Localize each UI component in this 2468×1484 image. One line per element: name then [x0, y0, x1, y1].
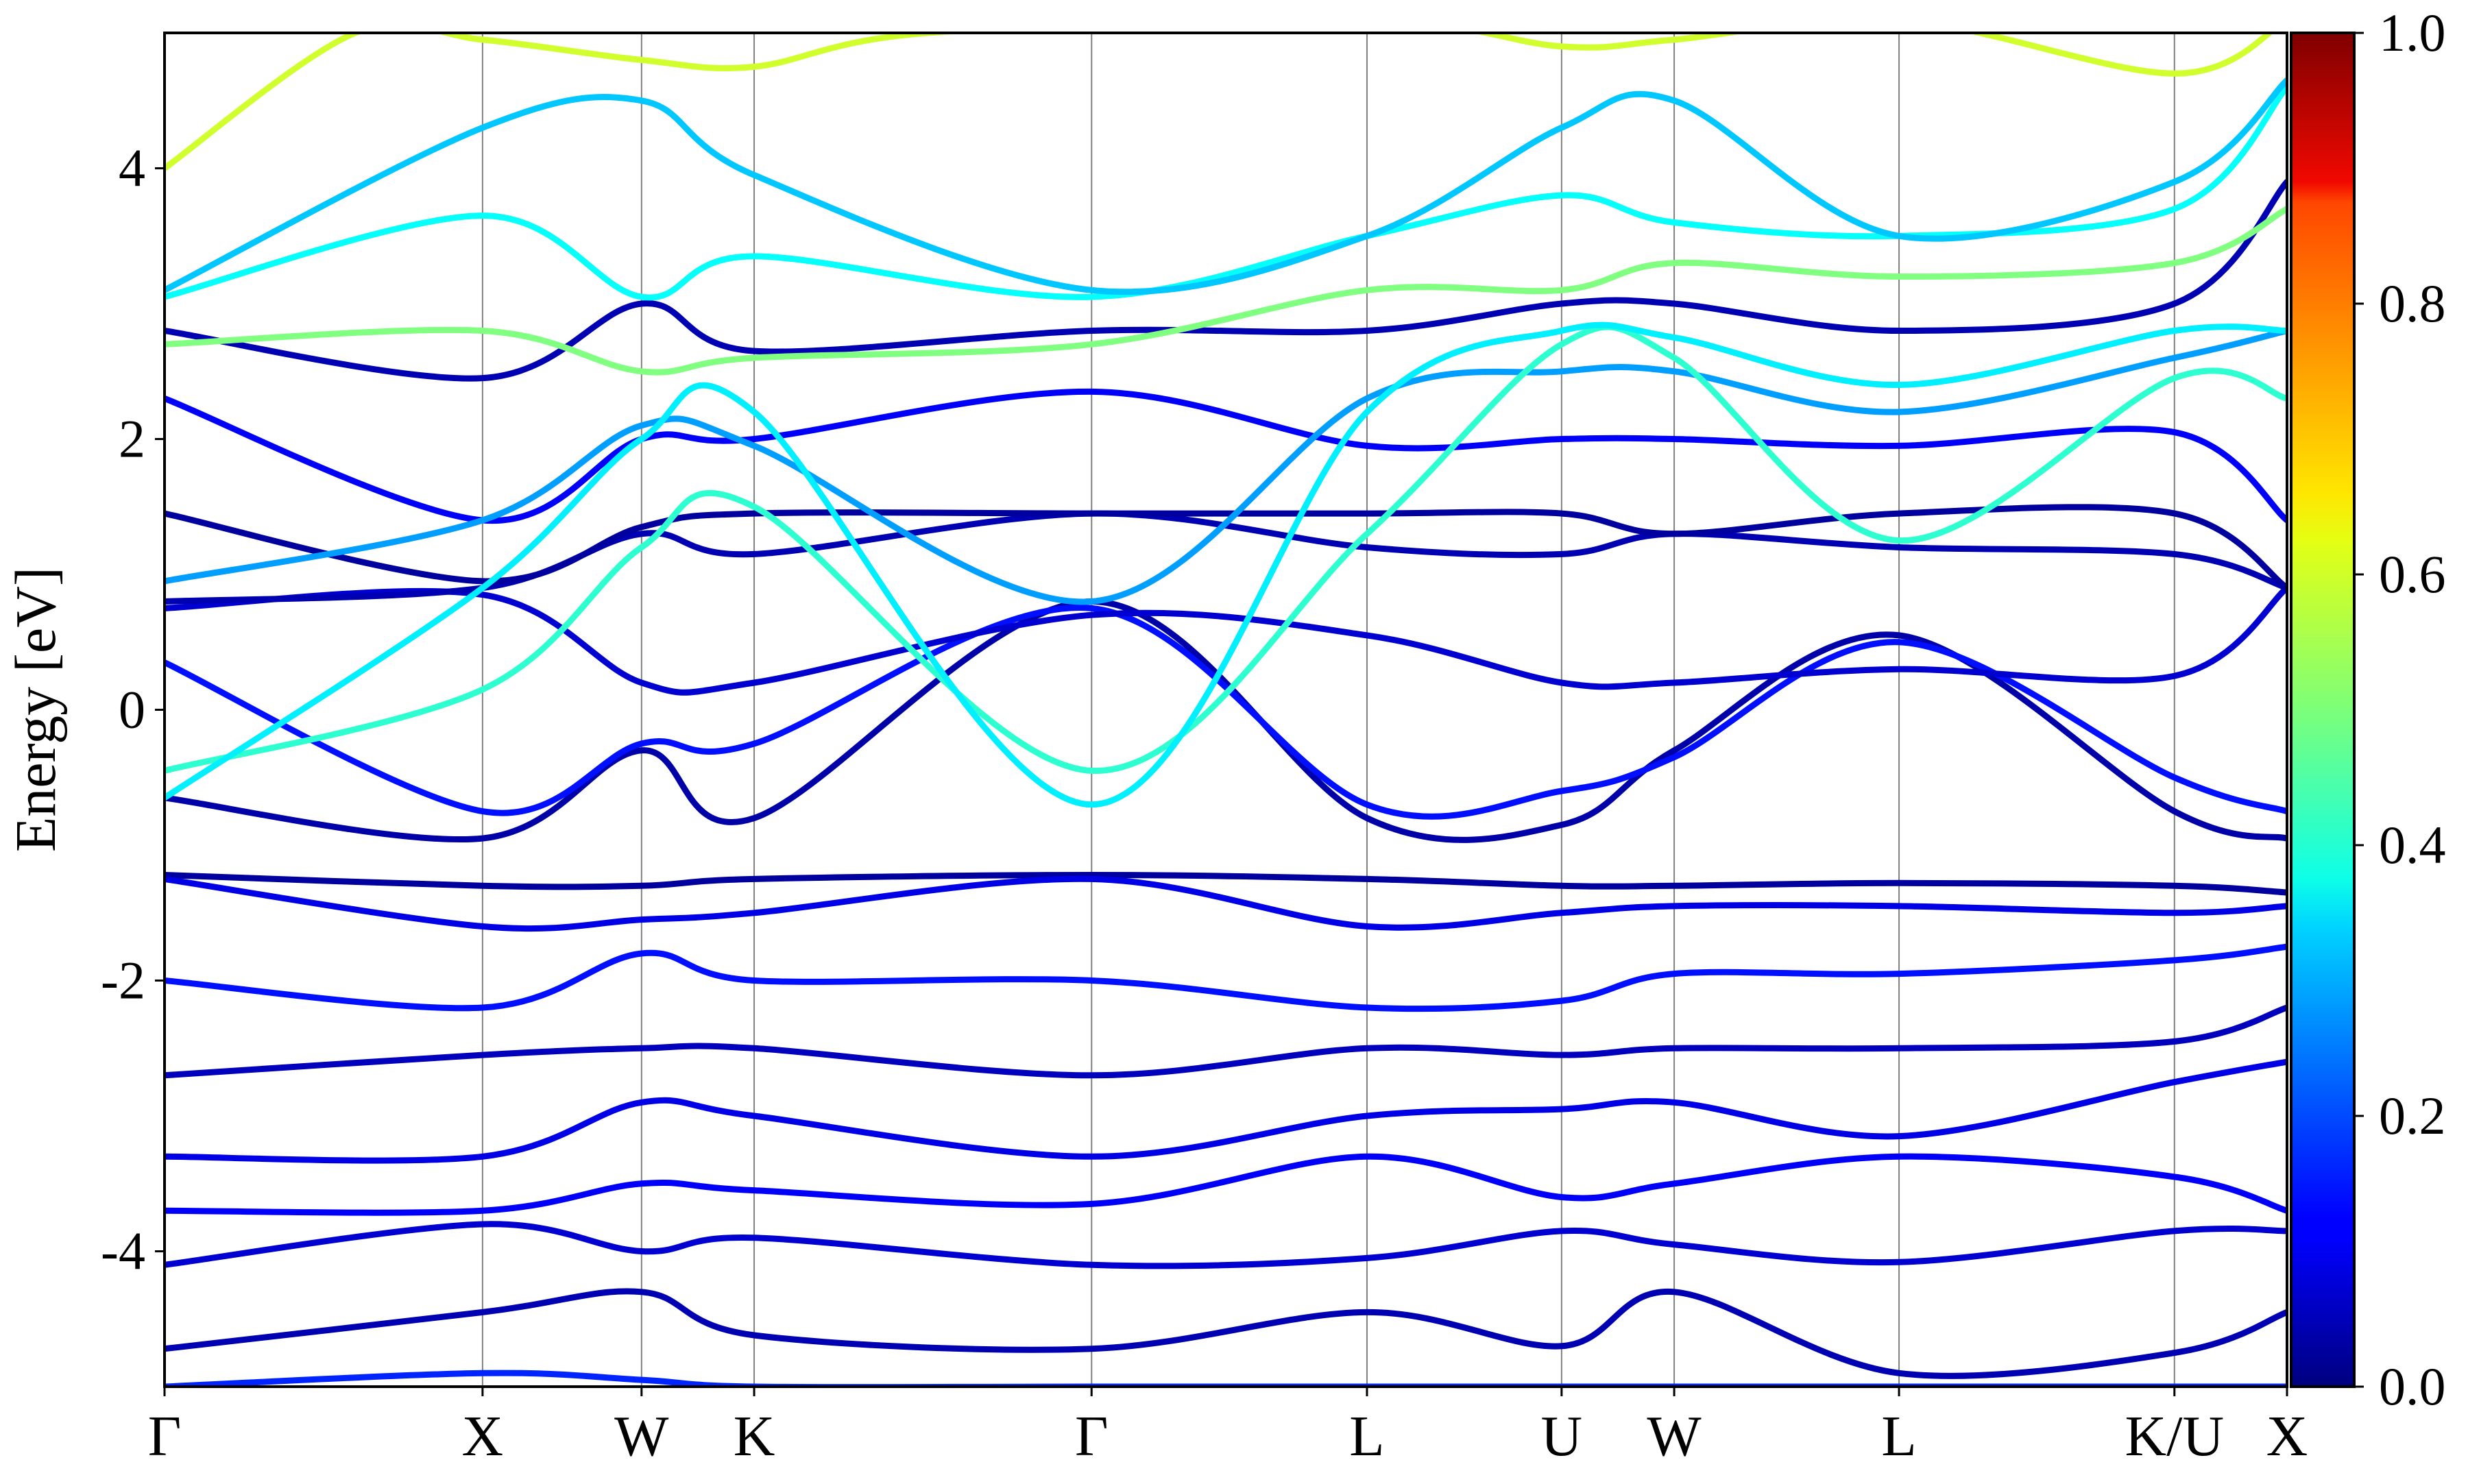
band-line	[165, 321, 2287, 808]
band-line	[165, 943, 2287, 1012]
k-point-label: X	[2266, 1404, 2308, 1468]
colorbar-tick-label: 0.8	[2379, 273, 2446, 333]
band-line	[165, 388, 2287, 524]
band-line	[165, 1004, 2287, 1079]
band-line	[165, 872, 2287, 896]
k-point-label: Γ	[148, 1404, 182, 1468]
band-line	[165, 585, 2287, 696]
band-line	[165, 33, 2274, 171]
colorbar-tick-label: 0.2	[2379, 1086, 2446, 1145]
colorbar-ticks: 0.0 0.2 0.4 0.6 0.8 1.0	[2354, 3, 2446, 1416]
band-lines	[165, 33, 2287, 1387]
k-point-label: X	[462, 1404, 504, 1468]
band-line	[165, 605, 2287, 820]
colorbar	[2290, 32, 2356, 1388]
band-line	[165, 1221, 2287, 1269]
band-line	[165, 178, 2287, 382]
k-point-label: K/U	[2125, 1404, 2224, 1468]
band-line	[165, 1153, 2287, 1216]
colorbar-tick-label: 1.0	[2379, 3, 2446, 62]
y-axis-label: Energy [eV]	[4, 567, 68, 852]
k-point-label: L	[1349, 1404, 1384, 1468]
k-point-label: L	[1881, 1404, 1916, 1468]
band-line	[165, 77, 2287, 295]
band-line	[165, 324, 2287, 774]
band-line	[165, 206, 2287, 376]
band-line	[165, 1288, 2287, 1379]
band-line	[165, 328, 2287, 605]
y-tick-label: -4	[101, 1221, 145, 1281]
x-axis-ticks: Γ X W K Γ L U W L K/U X	[148, 1387, 2308, 1468]
y-tick-label: -2	[101, 951, 145, 1010]
k-point-label: K	[734, 1404, 775, 1468]
k-point-label: W	[614, 1404, 669, 1468]
colorbar-tick-label: 0.0	[2379, 1357, 2446, 1416]
y-tick-label: 0	[119, 680, 145, 740]
band-line	[165, 1058, 2287, 1164]
band-line	[165, 504, 2287, 592]
band-line	[165, 875, 2287, 932]
k-point-label: W	[1647, 1404, 1702, 1468]
colorbar-tick-label: 0.6	[2379, 544, 2446, 604]
y-tick-label: 4	[119, 138, 145, 198]
k-point-label: Γ	[1075, 1404, 1109, 1468]
y-tick-label: 2	[119, 409, 145, 469]
y-axis-ticks: -4 -2 0 2 4	[101, 138, 165, 1281]
k-point-label: U	[1541, 1404, 1583, 1468]
colorbar-tick-label: 0.4	[2379, 815, 2446, 875]
